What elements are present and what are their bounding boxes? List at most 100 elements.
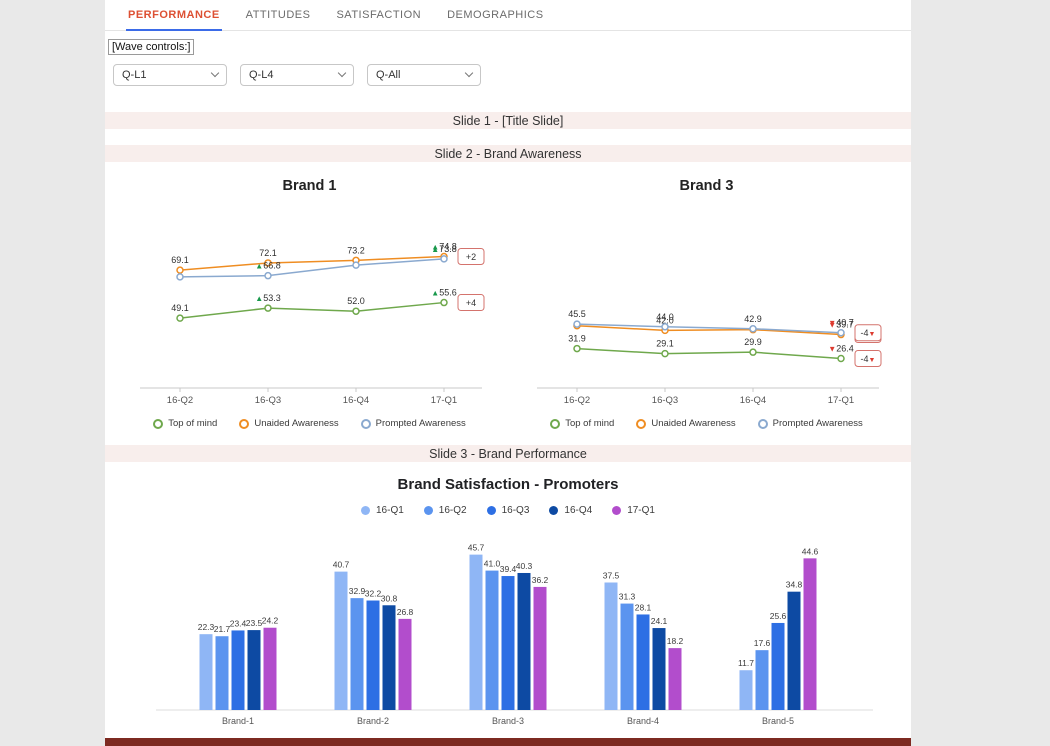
legend-label: 17-Q1	[627, 505, 655, 516]
change-badge	[457, 247, 484, 265]
bar-chart-legend: 16-Q1 16-Q2 16-Q3 16-Q4 17-Q1	[105, 505, 911, 516]
change-badge	[854, 349, 881, 367]
bar-value-label: 24.1	[651, 616, 668, 626]
slide-3-header[interactable]: Slide 3 - Brand Performance	[105, 445, 911, 462]
bar-value-label: 31.3	[619, 592, 636, 602]
slide-3-section: Brand Satisfaction - Promoters 16-Q1 16-Q…	[105, 476, 911, 736]
legend-label: Prompted Awareness	[772, 418, 863, 429]
bar-value-label: 37.5	[603, 571, 620, 581]
data-point-marker	[263, 304, 272, 312]
data-point-marker	[439, 298, 448, 307]
bar	[652, 628, 666, 710]
legend-label: Prompted Awareness	[375, 418, 466, 429]
tab-attitudes[interactable]: ATTITUDES	[245, 9, 311, 21]
chevron-down-icon	[464, 68, 474, 78]
legend-marker-icon	[423, 506, 433, 515]
brand-1-chart-legend: Top of mind Unaided Awareness Prompted Awa…	[111, 418, 508, 429]
data-point-marker	[175, 314, 184, 322]
bar	[501, 576, 515, 710]
legend-item: Unaided Awareness	[239, 418, 339, 429]
series-line	[576, 347, 841, 360]
point-value-label: ▲66.8	[255, 261, 280, 271]
point-value-label: 44.0	[656, 312, 674, 322]
bar	[247, 630, 261, 710]
wave-select-2[interactable]: Q-L4	[240, 64, 354, 86]
brand-3-line-chart: 16-Q2 16-Q3 16-Q4 17-Q1 31.9 29.1 29.9 ▼26.4 -4▼…	[536, 309, 881, 406]
bar-value-label: 30.8	[381, 593, 398, 603]
tab-demographics[interactable]: DEMOGRAPHICS	[447, 9, 544, 21]
tab-performance[interactable]: PERFORMANCE	[126, 0, 222, 31]
legend-item: Top of mind	[550, 418, 614, 429]
point-value-label: ▼26.4	[828, 343, 853, 353]
chevron-down-icon	[337, 68, 347, 78]
bar	[215, 636, 229, 710]
bar	[636, 614, 650, 710]
bar	[263, 627, 277, 710]
bar	[485, 570, 499, 710]
bar	[620, 603, 634, 710]
bar-value-label: 41.0	[484, 559, 501, 569]
point-value-label: ▲73.8	[431, 244, 456, 254]
change-badge-label: -4▼	[860, 328, 875, 338]
bar	[803, 558, 817, 710]
data-point-marker	[660, 323, 669, 331]
series-line	[179, 255, 444, 271]
brand-1-chart-title: Brand 1	[282, 178, 337, 194]
bar	[668, 648, 682, 710]
bar-value-label: 22.3	[198, 622, 215, 632]
category-label: Brand-5	[762, 716, 794, 726]
legend-item: 16-Q3	[486, 505, 530, 516]
series-line	[179, 301, 444, 319]
bar-value-label: 26.8	[397, 607, 414, 617]
legend-marker-icon	[549, 506, 559, 515]
legend-item: Prompted Awareness	[757, 418, 863, 429]
bar-value-label: 28.1	[635, 602, 652, 612]
legend-marker-icon	[636, 418, 647, 429]
brand-3-chart-block: Brand 3 16-Q2 16-Q3 16-Q4 17-Q1 31.9 29.1 29.9…	[508, 162, 905, 429]
point-value-label: 69.1	[171, 255, 189, 265]
bar-value-label: 24.2	[262, 616, 279, 626]
point-value-label: 42.9	[744, 314, 762, 324]
legend-marker-icon	[153, 418, 164, 429]
wave-select-3-value: Q-All	[376, 69, 401, 81]
wave-select-3[interactable]: Q-All	[367, 64, 481, 86]
legend-marker-icon	[361, 506, 370, 515]
data-point-marker	[263, 259, 272, 267]
tab-satisfaction[interactable]: SATISFACTION	[336, 9, 422, 21]
category-label: Brand-4	[627, 716, 659, 726]
legend-label: 16-Q3	[501, 505, 530, 516]
bar-value-label: 17.6	[754, 638, 771, 648]
bar-value-label: 45.7	[468, 543, 485, 553]
point-value-label: 31.9	[568, 334, 586, 344]
data-point-marker	[263, 271, 272, 280]
point-value-label: ▼39.7	[828, 320, 853, 330]
slide-1-header[interactable]: Slide 1 - [Title Slide]	[105, 112, 911, 129]
bar-value-label: 34.8	[786, 580, 803, 590]
point-value-label: 49.1	[171, 303, 189, 313]
data-point-marker	[351, 307, 360, 315]
bar-value-label: 32.9	[349, 586, 366, 596]
bar	[199, 634, 213, 710]
wave-select-1[interactable]: Q-L1	[113, 64, 227, 86]
data-point-marker	[660, 349, 669, 358]
legend-marker-icon	[360, 418, 371, 429]
data-point-marker	[748, 348, 757, 356]
point-value-label: ▼40.7	[828, 318, 853, 328]
brand-3-chart-legend: Top of mind Unaided Awareness Prompted Awa…	[508, 418, 905, 429]
bar	[739, 670, 753, 710]
legend-item: Unaided Awareness	[636, 418, 736, 429]
bar-value-label: 11.7	[738, 658, 754, 668]
bar-value-label: 44.6	[802, 546, 819, 556]
legend-marker-icon	[486, 506, 496, 515]
bar	[604, 582, 618, 710]
x-tick-label: 17-Q1	[827, 395, 853, 406]
slide-2-section: Brand 1 16-Q2 16-Q3 16-Q4 17-Q1 49.1 ▲53.3 52.…	[105, 162, 911, 429]
slide-2-header[interactable]: Slide 2 - Brand Awareness	[105, 145, 911, 162]
bar	[231, 630, 245, 710]
bar	[533, 586, 547, 710]
bar-value-label: 32.2	[365, 589, 382, 599]
bar-value-label: 18.2	[667, 636, 684, 646]
category-label: Brand-3	[492, 716, 524, 726]
x-tick-label: 16-Q3	[254, 395, 280, 406]
bar-value-label: 40.3	[516, 561, 533, 571]
